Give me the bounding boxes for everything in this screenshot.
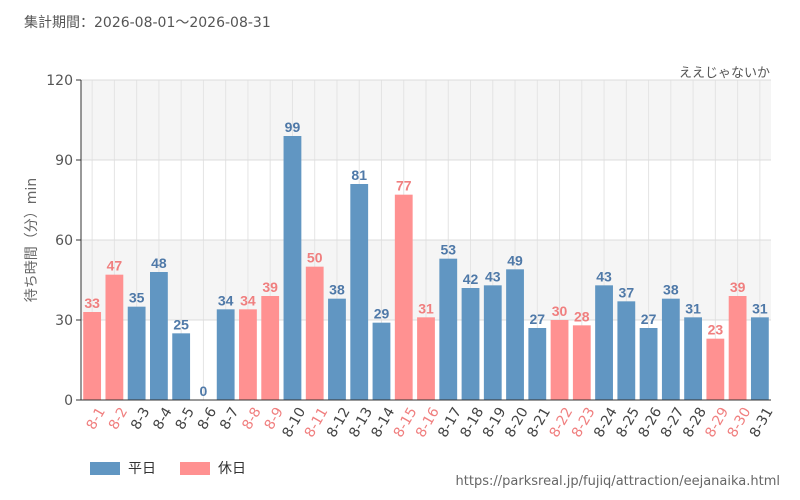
value-label: 81 <box>351 167 367 183</box>
value-label: 43 <box>596 268 612 284</box>
bar-8-7 <box>216 309 235 400</box>
value-label: 23 <box>708 322 724 338</box>
bar-8-16 <box>417 317 435 400</box>
bar-8-29 <box>706 338 725 400</box>
x-tick-label: 8-4 <box>150 405 175 433</box>
legend-swatch-holiday <box>180 461 210 475</box>
value-label: 34 <box>218 292 234 308</box>
value-label: 25 <box>173 316 189 332</box>
bar-8-3 <box>127 306 146 400</box>
value-label: 38 <box>329 282 345 298</box>
bar-8-30 <box>728 296 747 400</box>
bar-8-25 <box>617 301 636 400</box>
bar-8-22 <box>550 320 569 400</box>
chart-legend: 平日 休日 <box>90 458 260 478</box>
bar-8-4 <box>150 272 168 400</box>
bar-8-19 <box>483 285 502 400</box>
bar-8-9 <box>261 296 280 400</box>
legend-item-weekday: 平日 <box>90 458 156 478</box>
chart-x-tick-labels: 8-18-28-38-48-58-68-78-88-98-108-118-128… <box>84 405 777 441</box>
bar-8-31 <box>750 317 769 400</box>
value-label: 48 <box>151 255 167 271</box>
x-tick-label: 8-5 <box>173 405 198 433</box>
value-label: 31 <box>685 300 701 316</box>
value-label: 38 <box>663 282 679 298</box>
bar-8-23 <box>572 325 591 400</box>
value-label: 27 <box>530 311 546 327</box>
bar-8-14 <box>372 322 391 400</box>
bar-8-21 <box>528 328 547 400</box>
value-label: 50 <box>307 250 323 266</box>
wait-time-bar-chart: 33 47 35 48 25 0 34 34 39 99 50 38 81 29 77 31 53 42 43 49 2… <box>24 73 777 441</box>
y-tick-label: 0 <box>64 393 73 409</box>
value-label: 49 <box>507 252 523 268</box>
chart-y-tick-labels: 0 30 60 90 120 <box>46 73 81 409</box>
bar-8-10 <box>283 136 302 400</box>
value-label: 33 <box>84 295 100 311</box>
y-tick-label: 30 <box>55 313 73 329</box>
bar-8-8 <box>239 309 257 400</box>
value-label: 47 <box>107 258 123 274</box>
bar-8-15 <box>394 194 413 400</box>
value-label: 53 <box>440 242 456 258</box>
legend-label-holiday: 休日 <box>218 461 246 477</box>
value-label: 29 <box>374 306 390 322</box>
value-label: 28 <box>574 308 590 324</box>
chart-value-labels: 33 47 35 48 25 0 34 34 39 99 50 38 81 29 77 31 53 42 43 49 2… <box>84 119 768 399</box>
value-label: 99 <box>285 119 301 135</box>
bar-8-20 <box>506 269 524 400</box>
y-tick-label: 90 <box>55 153 73 169</box>
y-axis-title: 待ち時間（分）min <box>24 178 40 302</box>
x-tick-label: 8-6 <box>195 405 220 433</box>
x-tick-label: 8-31 <box>747 405 777 441</box>
x-tick-label: 8-2 <box>106 405 131 433</box>
value-label: 43 <box>485 268 501 284</box>
bar-8-11 <box>305 266 324 400</box>
y-tick-label: 120 <box>46 73 73 89</box>
value-label: 37 <box>619 284 635 300</box>
bar-8-24 <box>595 285 613 400</box>
collection-period: 集計期間：2026-08-01～2026-08-31 <box>24 15 271 31</box>
attraction-name: ええじゃないか <box>678 66 770 81</box>
legend-label-weekday: 平日 <box>128 461 156 477</box>
value-label: 31 <box>418 300 434 316</box>
bar-8-18 <box>461 288 480 400</box>
value-label: 77 <box>396 178 412 194</box>
bar-8-26 <box>639 328 658 400</box>
value-label: 31 <box>752 300 768 316</box>
value-label: 30 <box>552 303 568 319</box>
value-label: 39 <box>730 279 746 295</box>
chart-bars <box>83 136 769 400</box>
bar-8-27 <box>661 298 680 400</box>
source-url[interactable]: https://parksreal.jp/fujiq/attraction/ee… <box>455 474 780 489</box>
bar-8-17 <box>439 258 458 400</box>
bar-8-12 <box>328 298 346 400</box>
bar-8-1 <box>83 312 102 400</box>
legend-swatch-weekday <box>90 461 120 475</box>
y-tick-label: 60 <box>55 233 73 249</box>
bar-8-13 <box>350 184 369 400</box>
x-tick-label: 8-3 <box>128 405 153 433</box>
x-tick-label: 8-8 <box>239 405 264 433</box>
value-label: 27 <box>641 311 657 327</box>
value-label: 39 <box>262 279 278 295</box>
x-tick-label: 8-7 <box>217 405 242 433</box>
value-label: 35 <box>129 290 145 306</box>
bar-8-5 <box>172 333 191 400</box>
bar-8-28 <box>684 317 702 400</box>
legend-item-holiday: 休日 <box>180 458 246 478</box>
bar-8-2 <box>105 274 124 400</box>
value-label: 0 <box>200 383 208 399</box>
x-tick-label: 8-1 <box>84 405 109 433</box>
value-label: 42 <box>463 271 479 287</box>
value-label: 34 <box>240 292 256 308</box>
